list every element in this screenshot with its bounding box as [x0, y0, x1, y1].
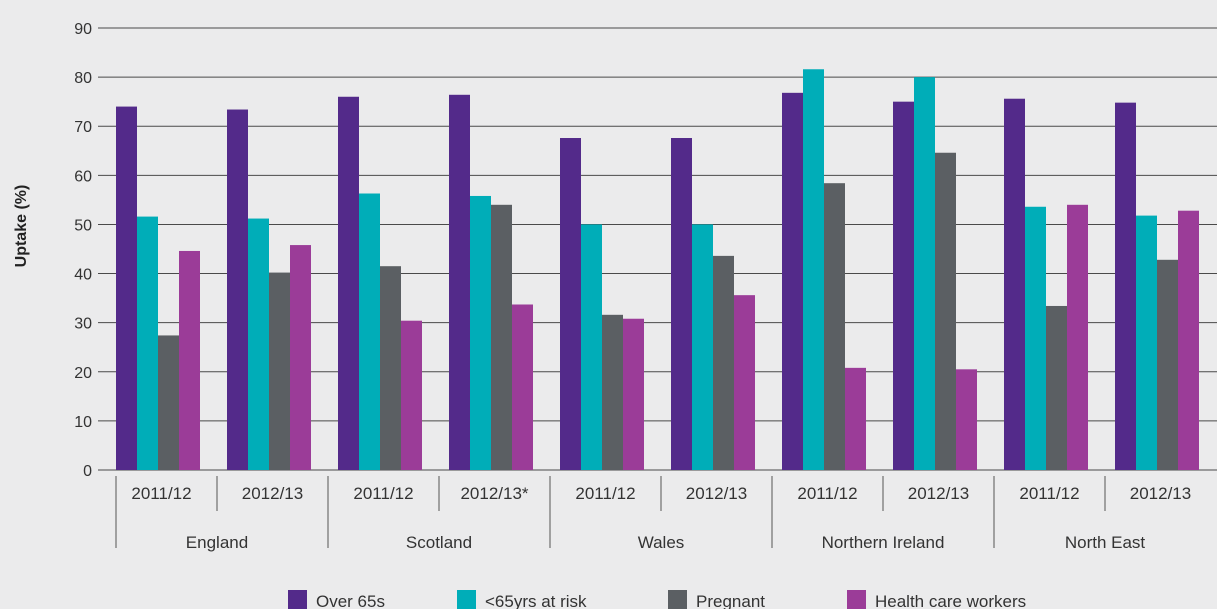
x-period-label: 2012/13: [686, 484, 747, 503]
bar: [935, 152, 956, 470]
bar: [734, 295, 755, 470]
bar: [782, 92, 803, 471]
bar: [602, 314, 623, 470]
bar: [137, 216, 158, 470]
x-period-label: 2011/12: [353, 484, 413, 503]
legend-label: Pregnant: [696, 592, 765, 609]
bar: [449, 94, 470, 471]
x-period-label: 2011/12: [797, 484, 857, 503]
bar: [248, 218, 269, 470]
bar: [401, 320, 422, 470]
bar: [1046, 305, 1067, 470]
legend-swatch: [457, 590, 476, 609]
bar: [581, 224, 602, 470]
bar: [338, 96, 359, 470]
x-period-label: 2012/13*: [460, 484, 528, 503]
y-tick-label: 50: [74, 217, 92, 234]
bar: [158, 335, 179, 470]
bar: [1136, 215, 1157, 470]
legend: Over 65s <65yrs at risk Pregnant Health car…: [288, 590, 1026, 609]
x-group-label: Scotland: [406, 533, 472, 552]
legend-label: Health care workers: [875, 592, 1026, 609]
x-group-label: North East: [1065, 533, 1146, 552]
bar: [116, 106, 137, 471]
bar: [845, 367, 866, 470]
y-tick-label: 10: [74, 414, 92, 431]
x-period-label: 2011/12: [575, 484, 635, 503]
bar: [1115, 102, 1136, 470]
bar: [491, 204, 512, 471]
y-tick-label: 60: [74, 168, 92, 185]
bar: [560, 138, 581, 470]
legend-swatch: [288, 590, 307, 609]
x-group-label: Wales: [638, 533, 685, 552]
y-tick-label: 0: [83, 463, 92, 480]
bar: [623, 318, 644, 470]
y-tick-label: 40: [74, 267, 92, 284]
legend-label: <65yrs at risk: [485, 592, 587, 609]
bar: [1025, 206, 1046, 470]
bar: [914, 77, 935, 470]
x-axis-categories: 2011/12 2012/13 England 2011/12 2012/13* Scot…: [115, 476, 1191, 552]
bar: [824, 183, 845, 471]
bar: [803, 69, 824, 471]
bar: [227, 109, 248, 470]
y-tick-label: 70: [74, 119, 92, 136]
bar: [692, 224, 713, 470]
y-tick-label: 20: [74, 365, 92, 382]
bar: [1004, 98, 1025, 470]
legend-swatch: [668, 590, 687, 609]
x-group-label: England: [186, 533, 248, 552]
y-axis-ticks: 0 10 20 30 40 50 60 70 80 90: [74, 21, 92, 480]
x-period-label: 2012/13: [908, 484, 969, 503]
bar: [1067, 204, 1088, 471]
bar: [179, 250, 200, 470]
x-period-label: 2011/12: [1019, 484, 1079, 503]
legend-label: Over 65s: [316, 592, 385, 609]
y-tick-label: 30: [74, 316, 92, 333]
bar: [269, 272, 290, 470]
bar: [893, 101, 914, 471]
bar: [671, 138, 692, 470]
bar: [470, 195, 491, 470]
y-tick-label: 90: [74, 21, 92, 38]
x-period-label: 2011/12: [131, 484, 191, 503]
bar: [956, 369, 977, 470]
bars: [116, 69, 1199, 471]
y-tick-label: 80: [74, 70, 92, 87]
bar: [380, 266, 401, 470]
x-group-label: Northern Ireland: [822, 533, 945, 552]
y-axis-title: Uptake (%): [13, 185, 30, 268]
x-period-label: 2012/13: [242, 484, 303, 503]
x-period-label: 2012/13: [1130, 484, 1191, 503]
bar: [1178, 210, 1199, 470]
legend-swatch: [847, 590, 866, 609]
bar: [512, 304, 533, 470]
bar: [359, 193, 380, 470]
bar: [713, 255, 734, 470]
bar: [290, 245, 311, 470]
bar: [1157, 259, 1178, 470]
